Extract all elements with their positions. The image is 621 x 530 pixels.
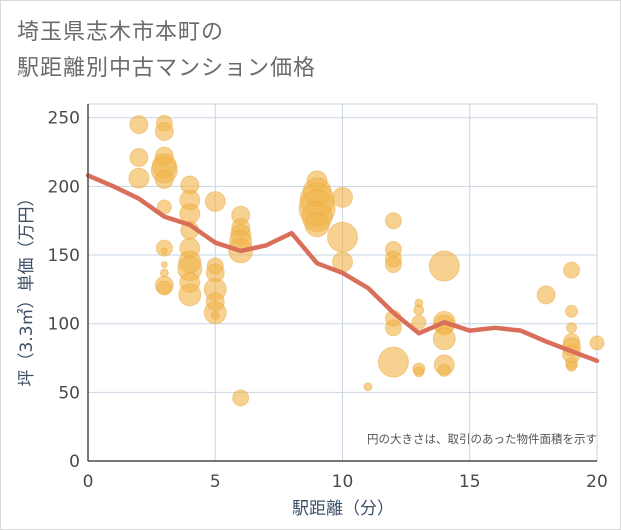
bubble-point-11 <box>160 247 168 255</box>
y-tick-label-100: 100 <box>48 315 80 335</box>
bubble-point-75 <box>589 335 605 351</box>
bubble-point-25 <box>204 190 226 212</box>
bubble-point-67 <box>563 261 581 279</box>
chart-title-line-2: 駅距離別中古マンション価格 <box>17 56 317 81</box>
bubble-point-47 <box>363 382 373 392</box>
bubble-point-0 <box>129 115 149 135</box>
bubble-point-24 <box>178 283 202 307</box>
bubble-point-51 <box>384 256 402 274</box>
bubble-point-59 <box>413 366 425 378</box>
bubble-point-12 <box>160 261 168 269</box>
bubble-point-57 <box>411 314 427 330</box>
y-axis-label: 坪（3.3㎡）単価（万円） <box>17 189 37 386</box>
bubble-point-13 <box>159 268 169 278</box>
tick-labels: 0 50 100 150 200 250 0 5 10 15 20 <box>48 109 608 492</box>
bubble-point-60 <box>428 250 460 282</box>
bubble-point-68 <box>565 304 579 318</box>
axes <box>87 104 597 462</box>
bubble-point-15 <box>156 280 172 296</box>
bubble-point-4 <box>154 121 174 141</box>
bubble-point-74 <box>566 360 578 372</box>
bubble-point-31 <box>210 310 220 320</box>
bubble-point-43 <box>304 212 330 238</box>
bubble-point-1 <box>129 148 149 168</box>
bubble-point-53 <box>384 319 402 337</box>
x-axis-label: 駅距離（分） <box>292 499 394 519</box>
bubble-point-37 <box>232 389 250 407</box>
chart-title-line-1: 埼玉県志木市本町の <box>17 20 225 45</box>
chart-title: 埼玉県志木市本町の 駅距離別中古マンション価格 <box>17 15 316 87</box>
bubble-point-56 <box>413 304 425 316</box>
bubble-point-8 <box>154 170 174 190</box>
y-tick-label-50: 50 <box>58 383 80 403</box>
x-tick-label-10: 10 <box>332 472 354 492</box>
x-tick-label-0: 0 <box>83 472 94 492</box>
bubble-point-54 <box>377 346 409 378</box>
average-price-line-0 <box>85 173 600 364</box>
bubble-point-66 <box>536 285 556 305</box>
trend-line-layer <box>85 173 600 364</box>
y-tick-label-250: 250 <box>48 109 80 129</box>
x-tick-label-5: 5 <box>210 472 221 492</box>
bubble-point-2 <box>128 167 150 189</box>
y-tick-label-200: 200 <box>48 177 80 197</box>
y-tick-label-0: 0 <box>69 452 80 472</box>
bubble-point-45 <box>327 221 358 253</box>
x-tick-label-20: 20 <box>586 472 608 492</box>
bubble-point-44 <box>332 186 353 208</box>
bubble-point-65 <box>437 363 451 377</box>
bubble-point-63 <box>432 327 456 351</box>
bubble-point-69 <box>566 322 578 334</box>
x-tick-label-15: 15 <box>459 472 481 492</box>
y-tick-label-150: 150 <box>48 246 80 266</box>
bubble-layer <box>128 114 605 407</box>
bubble-point-48 <box>384 212 402 230</box>
size-annotation: 円の大きさは、取引のあった物件面積を示す <box>367 432 597 446</box>
